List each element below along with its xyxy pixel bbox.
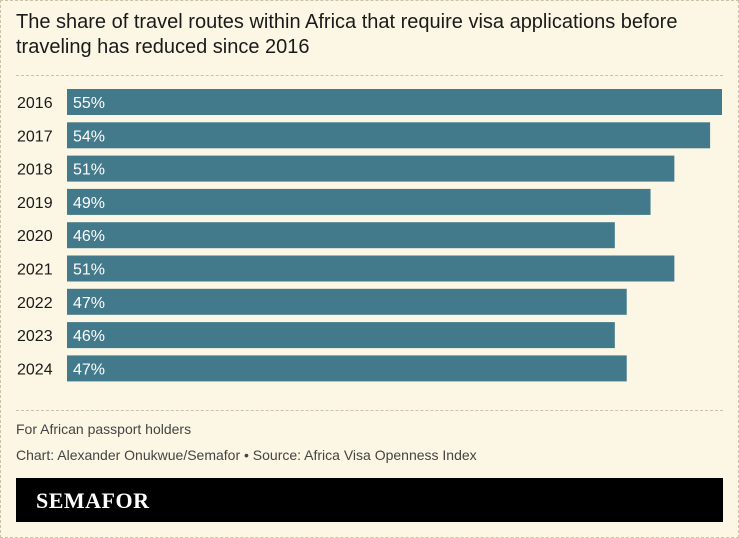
bar-value-label: 47% bbox=[73, 361, 105, 378]
chart-subtitle-note: For African passport holders bbox=[16, 421, 192, 437]
category-label: 2019 bbox=[17, 195, 53, 212]
category-label: 2022 bbox=[17, 295, 53, 312]
bar bbox=[67, 222, 615, 249]
category-label: 2017 bbox=[17, 128, 53, 145]
bar bbox=[67, 322, 615, 349]
bar bbox=[67, 255, 675, 282]
bar bbox=[67, 122, 711, 149]
semafor-logo: SEMAFOR bbox=[36, 488, 150, 513]
bar bbox=[67, 355, 627, 382]
bar-value-label: 55% bbox=[73, 95, 105, 112]
chart-title: The share of travel routes within Africa… bbox=[16, 11, 678, 58]
bar-value-label: 51% bbox=[73, 162, 105, 179]
bar-chart: 2016 55% 2017 54% 2018 51% 2019 49% 2020 46% 2021 5… bbox=[17, 89, 722, 382]
bar-value-label: 49% bbox=[73, 195, 105, 212]
bar-value-label: 46% bbox=[73, 228, 105, 245]
bar bbox=[67, 89, 722, 115]
bar bbox=[67, 188, 651, 215]
chart-credit: Chart: Alexander Onukwue/Semafor • Sourc… bbox=[16, 447, 477, 463]
bar-value-label: 51% bbox=[73, 262, 105, 279]
footer-bar: SEMAFOR bbox=[16, 478, 723, 522]
category-label: 2024 bbox=[17, 361, 53, 378]
category-label: 2018 bbox=[17, 162, 53, 179]
bar-value-label: 46% bbox=[73, 328, 105, 345]
title-divider bbox=[16, 75, 723, 76]
bar bbox=[67, 155, 675, 182]
category-label: 2021 bbox=[17, 262, 53, 279]
category-label: 2020 bbox=[17, 228, 53, 245]
category-label: 2016 bbox=[17, 95, 53, 112]
bar-value-label: 47% bbox=[73, 295, 105, 312]
bar bbox=[67, 288, 627, 315]
category-label: 2023 bbox=[17, 328, 53, 345]
notes-divider bbox=[16, 410, 723, 411]
bar-value-label: 54% bbox=[73, 128, 105, 145]
